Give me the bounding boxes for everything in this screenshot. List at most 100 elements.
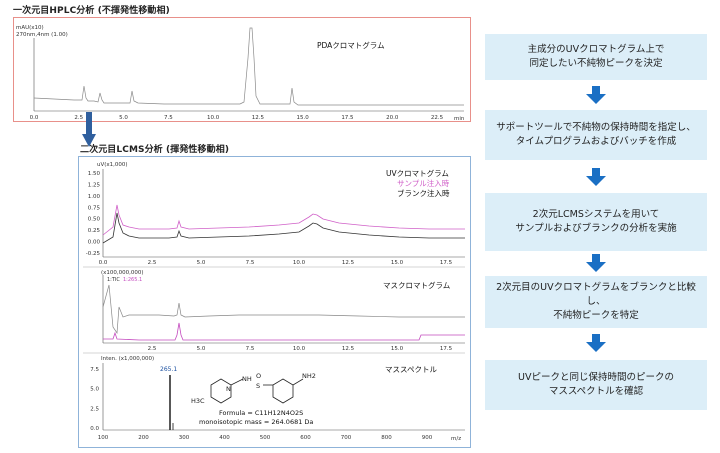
tick-label: 2.5 xyxy=(74,115,83,120)
tick-label: 2.5 xyxy=(90,406,99,412)
tick-label: 5.0 xyxy=(90,387,99,393)
flow-step-5: UVピークと同じ保持時間のピークの マススペクトルを確認 xyxy=(485,360,707,410)
structure-n-atom: N xyxy=(226,385,231,393)
tick-label: 700 xyxy=(341,435,352,441)
structure-ch3: H3C xyxy=(191,397,205,405)
tick-label: 0.50 xyxy=(88,217,101,223)
flow-step-3-text: 2次元LCMSシステムを用いて サンプルおよびブランクの分析を実施 xyxy=(515,209,677,234)
uv-chromatogram-label: UVクロマトグラム xyxy=(386,168,449,178)
flow-step-5-text: UVピークと同じ保持時間のピークの マススペクトルを確認 xyxy=(518,372,674,397)
uv-sample-trace xyxy=(102,204,465,236)
tick-label: 5.0 xyxy=(119,115,128,120)
tick-label: 500 xyxy=(260,435,271,441)
mass-chromatogram-label: マスクロマトグラム xyxy=(383,280,450,290)
tick-label: 12.5 xyxy=(342,346,355,352)
hplc-x-unit: min xyxy=(454,116,465,120)
tick-label: -0.25 xyxy=(86,251,101,257)
flow-arrow-1 xyxy=(586,86,606,104)
tick-label: 300 xyxy=(179,435,190,441)
tick-label: 7.5 xyxy=(90,367,99,373)
tick-label: 17.5 xyxy=(440,346,453,352)
spectrum-y-unit: Inten. (x1,000,000) xyxy=(101,356,154,362)
tick-label: 2.5 xyxy=(148,346,157,352)
spectrum-peak-label: 265.1 xyxy=(160,366,177,373)
tick-label: 0.0 xyxy=(90,426,99,432)
tick-label: 7.5 xyxy=(246,260,255,266)
spectrum-x-unit: m/z xyxy=(451,436,461,442)
flow-arrow-2 xyxy=(586,168,606,186)
tick-label: 12.5 xyxy=(342,260,355,266)
flow-step-2: サポートツールで不純物の保持時間を指定し、 タイムプログラムおよびバッチを作成 xyxy=(485,110,707,160)
flow-arrow-3 xyxy=(586,254,606,272)
tick-label: 1.50 xyxy=(88,171,101,177)
uv-y-tick-labels: 1.50 1.25 1.00 0.75 0.50 0.25 0.00 -0.25 xyxy=(86,171,101,257)
tick-label: 15.0 xyxy=(391,260,404,266)
mass-x-tick-labels: 2.5 5.0 7.5 10.0 12.5 15.0 17.5 xyxy=(148,346,453,352)
tick-label: 20.0 xyxy=(386,115,399,120)
uv-x-tick-labels: 0.0 2.5 5.0 7.5 10.0 12.5 15.0 17.5 xyxy=(99,260,453,266)
tick-label: 0.25 xyxy=(88,228,101,234)
lcms-plots: uV(x1,000) UVクロマトグラム サンプル注入時 ブランク注入時 1.5… xyxy=(83,162,465,442)
tick-label: 800 xyxy=(381,435,392,441)
tick-label: 15.0 xyxy=(391,346,404,352)
flow-step-2-text: サポートツールで不純物の保持時間を指定し、 タイムプログラムおよびバッチを作成 xyxy=(496,122,696,147)
hplc-x-tick-labels: 0.0 2.5 5.0 7.5 10.0 12.5 15.0 17.5 20.0 22.5 xyxy=(30,115,444,121)
uv-sample-label: サンプル注入時 xyxy=(397,178,450,188)
hplc-chromatogram-label: PDAクロマトグラム xyxy=(317,40,385,50)
structure-o-atom: O xyxy=(256,372,261,380)
uv-blank-label: ブランク注入時 xyxy=(397,188,450,198)
tick-label: 100 xyxy=(98,435,109,441)
flow-step-3: 2次元LCMSシステムを用いて サンプルおよびブランクの分析を実施 xyxy=(485,193,707,251)
mass-tic-trace xyxy=(102,284,465,335)
tick-label: 17.5 xyxy=(341,115,354,120)
structure-nh: NH xyxy=(242,375,252,383)
tick-label: 17.5 xyxy=(440,260,453,266)
tick-label: 0.00 xyxy=(88,240,101,246)
tick-label: 1.00 xyxy=(88,194,101,200)
tick-label: 0.75 xyxy=(88,205,101,211)
tick-label: 15.0 xyxy=(297,115,310,120)
tick-label: 22.5 xyxy=(431,115,444,120)
flow-step-4: 2次元目のUVクロマトグラムをブランクと比較し、 不純物ピークを特定 xyxy=(485,276,707,328)
spectrum-formula: Formula = C11H12N4O2S xyxy=(219,409,303,417)
mass-xic-trace xyxy=(103,322,465,341)
tick-label: 7.5 xyxy=(164,115,173,120)
hplc-y-unit: mAU(x10) xyxy=(16,25,44,31)
structure-s-atom: S xyxy=(256,382,260,390)
tick-label: 10.0 xyxy=(293,260,306,266)
uv-y-unit: uV(x1,000) xyxy=(97,162,128,168)
mass-y-unit: (x100,000,000) xyxy=(101,270,144,276)
flow-step-1-text: 主成分のUVクロマトグラム上で 同定したい不純物ピークを決定 xyxy=(527,44,665,69)
tick-label: 900 xyxy=(422,435,433,441)
tick-label: 0.0 xyxy=(99,260,108,266)
flow-arrow-4 xyxy=(586,334,606,352)
tick-label: 2.5 xyxy=(148,260,157,266)
hplc-to-lcms-arrow xyxy=(82,112,96,147)
tick-label: 1.25 xyxy=(88,182,101,188)
tick-label: 12.5 xyxy=(252,115,265,120)
mass-tic-suffix: 1:265.1 xyxy=(123,277,142,283)
tick-label: 200 xyxy=(138,435,149,441)
flow-step-4-text: 2次元目のUVクロマトグラムをブランクと比較し、 不純物ピークを特定 xyxy=(496,282,696,321)
uv-blank-trace xyxy=(102,212,465,244)
lcms-section-title: 二次元目LCMS分析 (揮発性移動相) xyxy=(80,145,230,155)
mass-tic-prefix: 1:TIC xyxy=(107,277,120,283)
tick-label: 10.0 xyxy=(293,346,306,352)
hplc-section-title: 一次元目HPLC分析 (不揮発性移動相) xyxy=(13,6,170,16)
spectrum-monoisotopic-mass: monoisotopic mass = 264.0681 Da xyxy=(199,418,313,426)
sulfamerazine-structure xyxy=(210,378,304,404)
structure-nh2: NH2 xyxy=(302,372,316,380)
tick-label: 10.0 xyxy=(207,115,220,120)
tick-label: 0.0 xyxy=(30,115,39,120)
tick-label: 600 xyxy=(300,435,311,441)
hplc-panel: mAU(x10) 270nm,4nm (1.00) PDAクロマトグラム 0.0… xyxy=(13,17,471,122)
hplc-chromatogram-plot: mAU(x10) 270nm,4nm (1.00) PDAクロマトグラム 0.0… xyxy=(16,25,465,122)
tick-label: 7.5 xyxy=(246,346,255,352)
hplc-channel: 270nm,4nm (1.00) xyxy=(16,32,68,38)
flow-step-1: 主成分のUVクロマトグラム上で 同定したい不純物ピークを決定 xyxy=(485,34,707,80)
spectrum-x-tick-labels: 100 200 300 400 500 600 700 800 900 xyxy=(98,435,433,441)
spectrum-label: マススペクトル xyxy=(385,365,437,374)
lcms-panel: uV(x1,000) UVクロマトグラム サンプル注入時 ブランク注入時 1.5… xyxy=(78,156,471,448)
tick-label: 400 xyxy=(219,435,230,441)
tick-label: 5.0 xyxy=(197,260,206,266)
